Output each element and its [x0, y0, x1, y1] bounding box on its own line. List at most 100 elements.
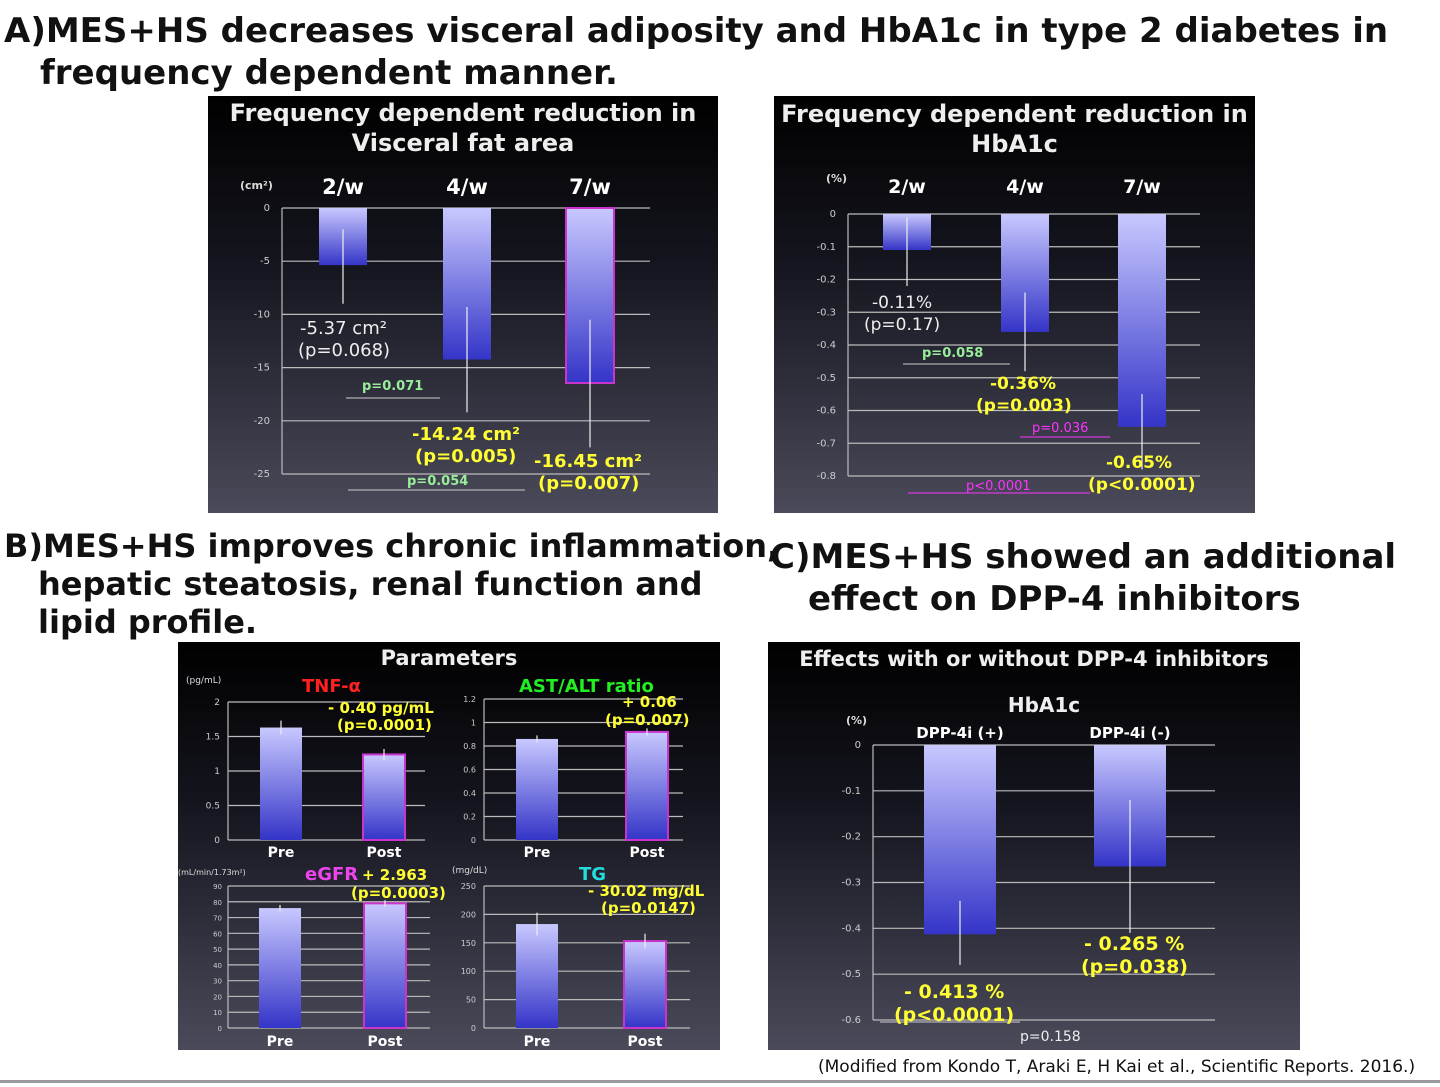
- hba1c-annot-3: -0.65%: [1106, 453, 1173, 473]
- vfa-ytick-label: -10: [254, 309, 270, 320]
- astalt-title: AST/ALT ratio: [519, 676, 654, 697]
- heading-a-cont: frequency dependent manner.: [40, 53, 618, 93]
- dpp4-ytick-label: -0.1: [841, 786, 861, 797]
- egfr-ytick-label: 70: [213, 915, 222, 923]
- egfr-p: (p=0.0003): [351, 884, 446, 902]
- dpp4-panel-title: Effects with or without DPP-4 inhibitors: [799, 647, 1269, 671]
- dpp4-annot-2-p: (p=0.038): [1081, 956, 1188, 978]
- dpp4-ytick-label: -0.6: [841, 1015, 861, 1026]
- tnf-category-label: Pre: [268, 845, 295, 861]
- vfa-comparison-2: p=0.054: [407, 474, 469, 489]
- egfr-ytick-label: 0: [218, 1025, 222, 1033]
- tnf-ytick-label: 1.5: [206, 733, 220, 743]
- heading-c-cont: effect on DPP-4 inhibitors: [808, 579, 1301, 619]
- dpp4-ytick-label: -0.3: [841, 878, 861, 889]
- hba1c-category-label: 7/w: [1123, 176, 1161, 198]
- vfa-title-1: Frequency dependent reduction in: [229, 99, 697, 127]
- hba1c-ytick-label: -0.7: [816, 438, 836, 449]
- hba1c-category-label: 2/w: [888, 176, 926, 198]
- dpp4-ytick-label: -0.2: [841, 832, 861, 843]
- tnf-bar: [362, 753, 406, 841]
- egfr-ytick-label: 80: [213, 899, 222, 907]
- tg-bar: [623, 940, 667, 1030]
- vfa-title-2: Visceral fat area: [351, 129, 575, 157]
- tg-ytick-label: 50: [466, 996, 476, 1005]
- egfr-ytick-label: 40: [213, 962, 222, 970]
- hba1c-comparison-3: p<0.0001: [966, 479, 1031, 494]
- dpp4-title: HbA1c: [1007, 693, 1081, 717]
- vfa-annot-3-p: (p=0.007): [538, 473, 640, 494]
- dpp4-ytick-label: -0.5: [841, 969, 861, 980]
- tnf-bar: [260, 727, 302, 840]
- egfr-ytick-label: 60: [213, 930, 222, 938]
- hba1c-annot-3-p: (p<0.0001): [1088, 475, 1196, 495]
- astalt-category-label: Post: [630, 845, 665, 861]
- heading-a: A)MES+HS decreases visceral adiposity an…: [4, 11, 1389, 51]
- tg-title: TG: [579, 864, 607, 885]
- astalt-ytick-label: 1.2: [463, 695, 476, 704]
- heading-c: C)MES+HS showed an additional: [770, 537, 1397, 577]
- vfa-ytick-label: 0: [264, 203, 270, 214]
- vfa-annot-2: -14.24 cm²: [412, 424, 520, 445]
- dpp4-category-label: DPP-4i (+): [916, 724, 1003, 742]
- tnf-change: - 0.40 pg/mL: [328, 699, 434, 717]
- tnf-ylabel: (pg/mL): [186, 676, 222, 686]
- hba1c-ytick-label: -0.3: [816, 307, 836, 318]
- hba1c-ytick-label: -0.6: [816, 406, 836, 417]
- vfa-ylabel: (cm²): [240, 179, 273, 192]
- dpp4-annot-1-p: (p<0.0001): [894, 1004, 1015, 1026]
- egfr-category-label: Post: [368, 1034, 403, 1050]
- astalt-change: + 0.06: [622, 693, 677, 711]
- astalt-ytick-label: 0.6: [463, 766, 476, 775]
- astalt-ytick-label: 0.8: [463, 742, 476, 751]
- tnf-category-label: Post: [367, 845, 402, 861]
- tnf-title: TNF-α: [302, 676, 361, 697]
- hba1c-comparison-2: p=0.036: [1032, 421, 1089, 436]
- tg-ytick-label: 250: [461, 882, 476, 891]
- astalt-ytick-label: 0.2: [463, 813, 476, 822]
- tnf-ytick-label: 0.5: [206, 802, 220, 812]
- tg-ylabel: (mg/dL): [452, 866, 488, 876]
- egfr-ytick-label: 10: [213, 1009, 222, 1017]
- tg-ytick-label: 0: [471, 1024, 476, 1033]
- vfa-comparison-1: p=0.071: [362, 379, 424, 394]
- dpp4-annot-1: - 0.413 %: [904, 981, 1005, 1003]
- heading-b: B)MES+HS improves chronic inflammation,: [4, 527, 780, 565]
- dpp4-category-label: DPP-4i (-): [1089, 724, 1170, 742]
- egfr-ytick-label: 30: [213, 978, 222, 986]
- egfr-ytick-label: 20: [213, 993, 222, 1001]
- hba1c-title-2: HbA1c: [971, 130, 1058, 158]
- tg-category-label: Post: [628, 1034, 663, 1050]
- heading-b-cont2: lipid profile.: [38, 603, 258, 641]
- dpp4-ytick-label: 0: [855, 740, 861, 751]
- dpp4-ylabel: (%): [846, 714, 868, 727]
- egfr-category-label: Pre: [267, 1034, 294, 1050]
- egfr-bar: [259, 908, 301, 1028]
- dpp4-annot-2: - 0.265 %: [1084, 933, 1185, 955]
- heading-b-cont: hepatic steatosis, renal function and: [38, 565, 703, 603]
- tnf-ytick-label: 1: [214, 767, 220, 777]
- egfr-title: eGFR: [305, 864, 359, 885]
- vfa-annot-1: -5.37 cm²: [300, 318, 387, 339]
- astalt-ytick-label: 0: [471, 836, 476, 845]
- hba1c-ytick-label: -0.8: [816, 471, 836, 482]
- vfa-annot-3: -16.45 cm²: [534, 451, 642, 472]
- tg-bar: [516, 924, 558, 1028]
- astalt-ytick-label: 1: [471, 719, 476, 728]
- hba1c-annot-2-p: (p=0.003): [976, 396, 1072, 416]
- hba1c-annot-1-p: (p=0.17): [864, 315, 941, 335]
- astalt-p: (p=0.007): [605, 711, 690, 729]
- vfa-category-label: 7/w: [569, 175, 611, 199]
- hba1c-annot-1: -0.11%: [872, 293, 933, 313]
- vfa-annot-2-p: (p=0.005): [415, 446, 517, 467]
- vfa-category-label: 4/w: [446, 175, 488, 199]
- tnf-p: (p=0.0001): [337, 716, 432, 734]
- dpp4-ytick-label: -0.4: [841, 923, 861, 934]
- bottom-rule: [0, 1080, 1440, 1083]
- egfr-bar: [363, 902, 407, 1029]
- hba1c-ylabel: (%): [826, 172, 848, 185]
- footnote: (Modified from Kondo T, Araki E, H Kai e…: [818, 1057, 1416, 1077]
- hba1c-comparison-1: p=0.058: [922, 346, 984, 361]
